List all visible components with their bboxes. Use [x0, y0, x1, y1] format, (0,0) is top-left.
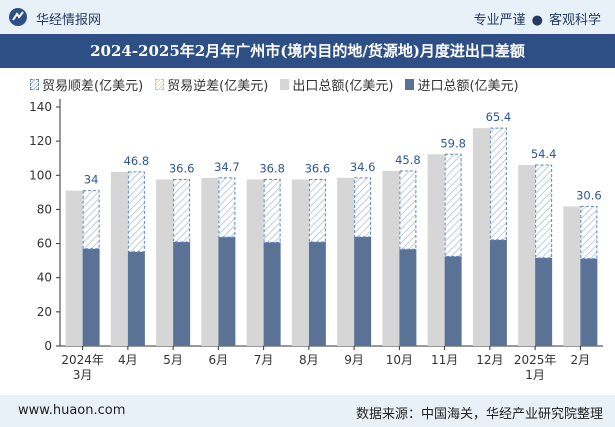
import-bar: [82, 248, 100, 346]
import-bar: [489, 239, 507, 346]
bar-layer: [65, 127, 598, 346]
x-tick-label: 11月: [431, 353, 458, 367]
legend-item-deficit: 贸易逆差(亿美元): [155, 75, 268, 94]
x-tick-label: 2月: [571, 353, 591, 367]
legend-label-deficit: 贸易逆差(亿美元): [167, 78, 269, 94]
footer-site-url: www.huaon.com: [18, 403, 126, 418]
x-tick-label: 6月: [209, 353, 229, 367]
surplus-value-label: 59.8: [440, 136, 466, 150]
header-bar: 华经情报网 专业严谨 ● 客观科学: [0, 0, 615, 34]
import-bar: [444, 256, 462, 346]
y-tick-label: 20: [37, 305, 52, 319]
export-bar: [65, 190, 83, 346]
x-tick-label: 10月: [386, 353, 413, 367]
surplus-bar: [263, 179, 281, 243]
export-bar: [518, 165, 536, 346]
surplus-value-label: 45.8: [395, 153, 421, 167]
export-bar: [337, 177, 355, 346]
surplus-bar: [535, 164, 553, 259]
surplus-value-label: 36.8: [259, 162, 285, 176]
import-bar: [218, 237, 236, 346]
y-tick-label: 40: [37, 271, 52, 285]
export-bar: [201, 177, 219, 346]
export-bar: [246, 179, 264, 346]
legend-swatch-export: [280, 78, 290, 90]
header-tags: 专业严谨 ● 客观科学: [474, 9, 601, 28]
footer-data-source: 数据来源：中国海关，华经产业研究院整理: [355, 407, 603, 422]
surplus-bar: [489, 127, 507, 241]
import-bar: [173, 242, 191, 346]
export-bar: [382, 171, 400, 346]
surplus-bar: [444, 153, 462, 257]
footer-bar: www.huaon.com 数据来源：中国海关，华经产业研究院整理: [0, 395, 615, 427]
label-layer: 34 46.8 36.6 34.7 36.8 36.6 34.6 45.8 59.8 65.4 54…: [84, 110, 602, 202]
legend-label-import: 进口总额(亿美元): [417, 78, 519, 94]
x-tick-label: 12月: [476, 353, 503, 367]
x-tick-label: 5月: [163, 353, 183, 367]
surplus-value-label: 36.6: [169, 162, 195, 176]
x-tick-label: 9月: [344, 353, 364, 367]
surplus-value-label: 34: [84, 173, 99, 187]
export-bar: [427, 154, 445, 346]
legend-item-surplus: 贸易顺差(亿美元): [30, 75, 143, 94]
export-bar: [110, 171, 128, 346]
surplus-value-label: 34.7: [214, 160, 240, 174]
x-tick-label: 8月: [299, 353, 319, 367]
export-bar: [472, 128, 490, 346]
surplus-bar: [399, 170, 417, 250]
chart-legend: 贸易顺差(亿美元) 贸易逆差(亿美元) 出口总额(亿美元) 进口总额(亿美元): [30, 75, 531, 94]
surplus-value-label: 46.8: [124, 154, 150, 168]
legend-label-export: 出口总额(亿美元): [292, 78, 394, 94]
import-bar: [127, 251, 145, 346]
x-tick-label: 1月: [525, 368, 545, 382]
export-bar: [156, 179, 174, 346]
import-bar: [535, 257, 553, 346]
surplus-value-label: 36.6: [305, 162, 331, 176]
surplus-bar: [218, 177, 236, 238]
title-bar: 2024-2025年2月年广州市(境内目的地/货源地)月度进出口差额: [0, 34, 615, 68]
y-tick-label: 140: [29, 100, 52, 114]
surplus-value-label: 65.4: [486, 110, 512, 124]
surplus-value-label: 34.6: [350, 160, 376, 174]
import-bar: [580, 258, 598, 346]
surplus-value-label: 30.6: [576, 188, 602, 202]
x-tick-label: 4月: [118, 353, 138, 367]
y-tick-label: 100: [29, 168, 52, 182]
surplus-bar: [82, 190, 100, 250]
x-tick-label: 3月: [73, 368, 93, 382]
surplus-value-label: 54.4: [531, 147, 557, 161]
y-tick-label: 80: [37, 202, 52, 216]
brand-name: 华经情报网: [36, 13, 102, 28]
x-tick-label: 2024年: [61, 353, 104, 367]
legend-item-export: 出口总额(亿美元): [280, 75, 393, 94]
legend-swatch-deficit: [155, 78, 165, 90]
chart-title: 2024-2025年2月年广州市(境内目的地/货源地)月度进出口差额: [90, 42, 525, 60]
surplus-bar: [354, 177, 372, 238]
export-bar: [563, 206, 581, 346]
tag-separator: ●: [531, 13, 543, 28]
import-bar: [399, 249, 417, 346]
legend-swatch-surplus: [30, 78, 39, 90]
tag-professional: 专业严谨: [473, 13, 526, 28]
y-tick-label: 60: [37, 237, 52, 251]
x-tick-label: 2025年: [514, 353, 557, 367]
surplus-bar: [127, 171, 145, 253]
import-bar: [354, 236, 372, 346]
legend-item-import: 进口总额(亿美元): [405, 75, 519, 94]
tag-objective: 客观科学: [548, 13, 601, 28]
surplus-bar: [580, 205, 598, 260]
x-tick-label: 7月: [254, 353, 274, 367]
import-bar: [308, 242, 326, 346]
surplus-bar: [308, 179, 326, 243]
legend-label-surplus: 贸易顺差(亿美元): [42, 78, 144, 94]
surplus-bar: [173, 179, 191, 243]
export-bar: [291, 179, 309, 346]
import-bar: [263, 242, 281, 346]
y-tick-label: 120: [29, 134, 52, 148]
y-tick-label: 0: [44, 339, 52, 353]
huajing-logo-icon: [9, 8, 27, 26]
legend-swatch-import: [405, 78, 415, 90]
